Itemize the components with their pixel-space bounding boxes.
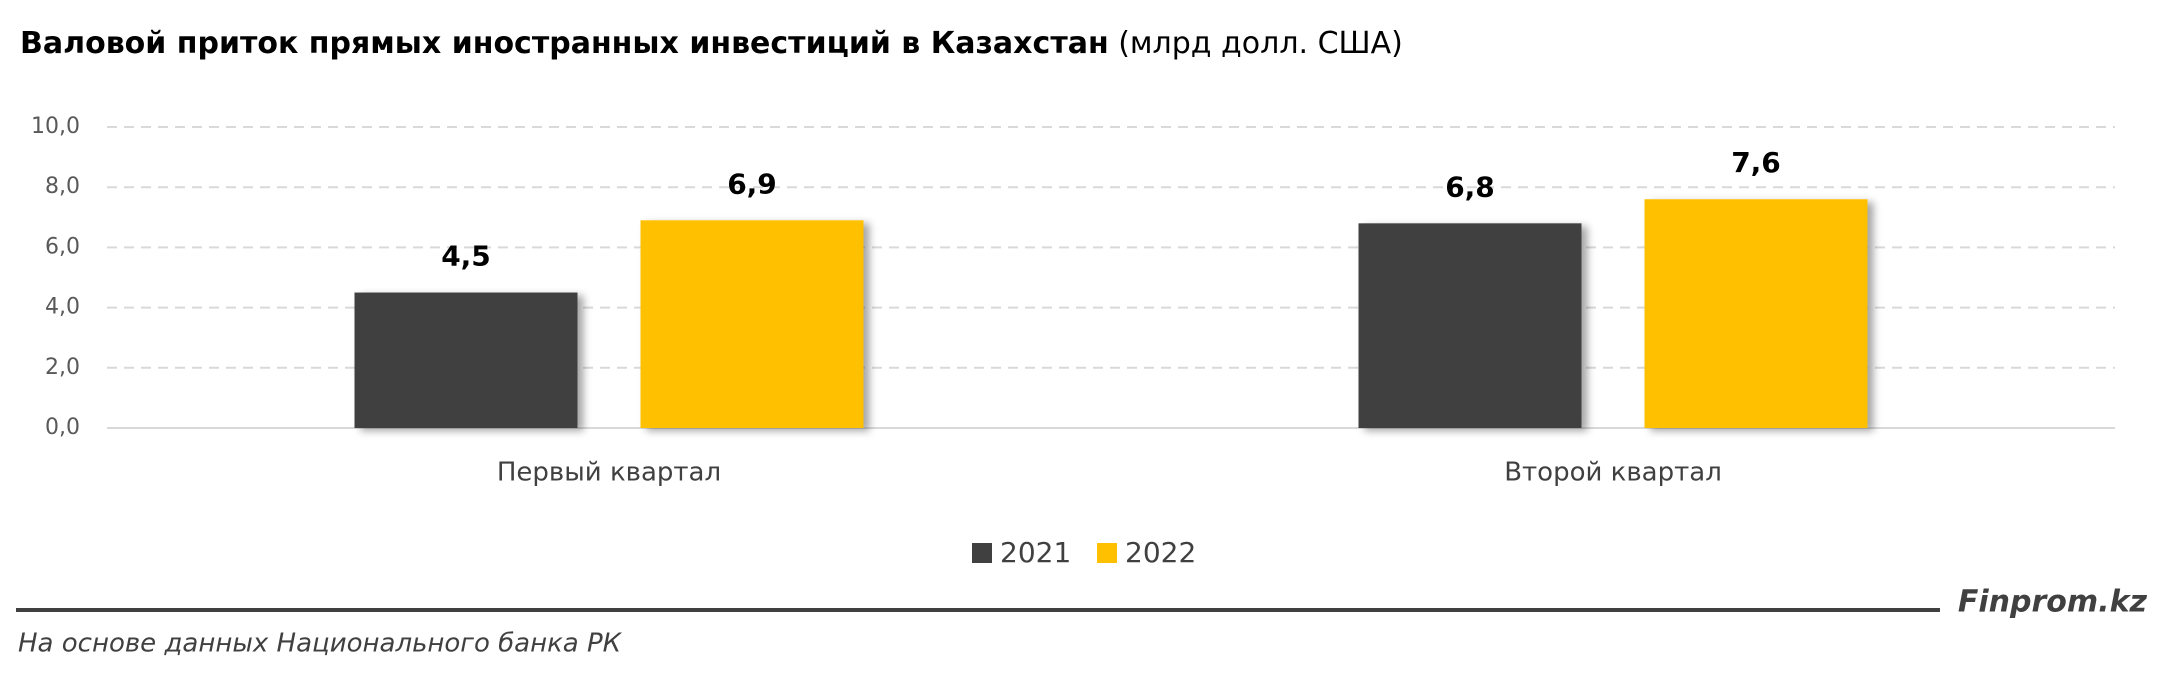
legend-swatch [972, 543, 992, 563]
legend-label: 2021 [1000, 536, 1071, 569]
y-tick-label: 10,0 [31, 114, 80, 139]
source: На основе данных Национального банка РК [18, 629, 623, 659]
brand: Finprom.kz [1958, 585, 2148, 620]
y-tick-label: 0,0 [45, 415, 80, 440]
x-tick-label: Второй квартал [1504, 458, 1722, 488]
legend-label: 2022 [1125, 536, 1196, 569]
value-label: 6,8 [1445, 170, 1495, 203]
bar [1644, 199, 1868, 428]
value-label: 7,6 [1731, 146, 1781, 179]
bar [354, 292, 578, 428]
y-tick-label: 6,0 [45, 234, 80, 259]
y-tick-label: 2,0 [45, 355, 80, 380]
chart-unit: (млрд долл. США) [1118, 26, 1403, 61]
y-tick-label: 8,0 [45, 174, 80, 199]
x-tick-label: Первый квартал [497, 458, 721, 488]
bar [1358, 223, 1582, 428]
chart-title-group: Валовой приток прямых иностранных инвест… [20, 26, 1403, 61]
bar [640, 220, 864, 428]
value-label: 4,5 [441, 240, 491, 273]
y-tick-label: 4,0 [45, 295, 80, 320]
legend-swatch [1097, 543, 1117, 563]
chart-title: Валовой приток прямых иностранных инвест… [20, 26, 1109, 61]
value-label: 6,9 [727, 167, 777, 200]
